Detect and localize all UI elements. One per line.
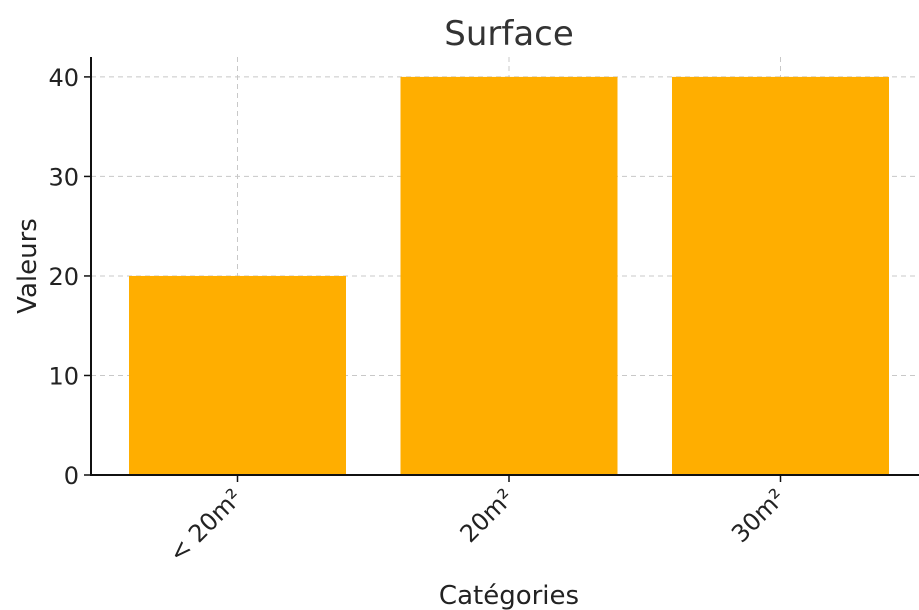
- bars: [129, 76, 889, 476]
- y-tick-label: 20: [48, 263, 79, 291]
- bar: [672, 76, 889, 476]
- y-tick-label: 30: [48, 163, 79, 191]
- x-tick-label: < 20m²: [163, 483, 247, 567]
- bar: [400, 76, 618, 476]
- x-axis-label: Catégories: [439, 581, 579, 610]
- bar: [129, 275, 346, 475]
- x-ticks: < 20m² 20m² 30m²: [163, 475, 791, 568]
- chart-title: Surface: [444, 14, 574, 54]
- y-axis-label: Valeurs: [13, 218, 43, 314]
- y-ticks: 0 10 20 30 40: [48, 64, 91, 490]
- y-tick-label: 40: [48, 64, 79, 92]
- y-tick-label: 0: [64, 462, 79, 490]
- y-tick-label: 10: [48, 362, 79, 390]
- x-tick-label: 20m²: [455, 483, 520, 548]
- x-tick-label: 30m²: [726, 483, 791, 548]
